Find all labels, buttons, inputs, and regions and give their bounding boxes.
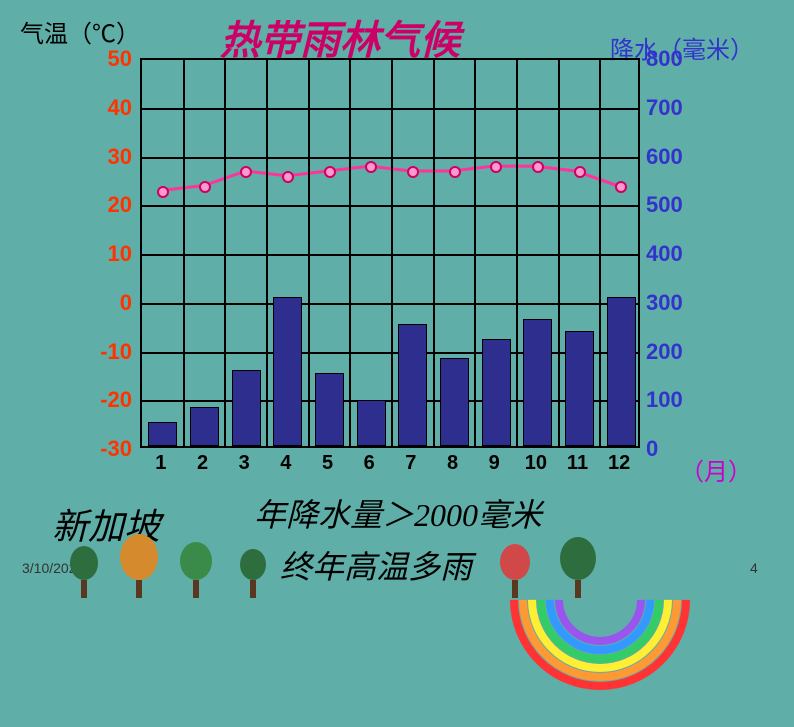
right-y-tick: 600 — [646, 144, 696, 170]
bar — [565, 331, 594, 446]
grid-line-v — [433, 60, 435, 446]
right-y-tick: 700 — [646, 95, 696, 121]
right-y-tick: 100 — [646, 387, 696, 413]
temperature-marker — [199, 181, 211, 193]
bar — [232, 370, 261, 446]
tree-icon — [500, 544, 530, 598]
tree-icon — [560, 537, 596, 598]
x-tick: 2 — [188, 452, 218, 475]
right-y-tick: 0 — [646, 436, 696, 462]
x-tick: 11 — [563, 452, 593, 475]
grid-line-h — [142, 108, 638, 110]
temperature-marker — [532, 161, 544, 173]
left-y-tick: -30 — [92, 436, 132, 462]
bar — [482, 339, 511, 446]
grid-line-h — [142, 157, 638, 159]
line-layer — [142, 60, 638, 446]
x-tick: 1 — [146, 452, 176, 475]
temperature-marker — [449, 166, 461, 178]
grid-line-v — [224, 60, 226, 446]
tree-icon — [240, 549, 266, 598]
bar — [607, 297, 636, 446]
left-axis-label: 气温（℃） — [20, 14, 140, 49]
chart-area — [140, 58, 640, 448]
grid-line-v — [474, 60, 476, 446]
bar — [190, 407, 219, 446]
left-y-tick: 0 — [92, 290, 132, 316]
grid-line-v — [391, 60, 393, 446]
right-y-tick: 400 — [646, 241, 696, 267]
bar — [398, 324, 427, 446]
left-y-tick: 20 — [92, 192, 132, 218]
grid-line-v — [516, 60, 518, 446]
left-y-tick: 10 — [92, 241, 132, 267]
temperature-marker — [324, 166, 336, 178]
left-y-tick: 30 — [92, 144, 132, 170]
temperature-marker — [365, 161, 377, 173]
grid-line-v — [308, 60, 310, 446]
right-y-tick: 500 — [646, 192, 696, 218]
left-y-tick: -10 — [92, 339, 132, 365]
temperature-marker — [157, 186, 169, 198]
left-y-tick: -20 — [92, 387, 132, 413]
tree-icon — [120, 534, 158, 598]
temperature-marker — [615, 181, 627, 193]
x-tick: 8 — [438, 452, 468, 475]
temperature-marker — [282, 171, 294, 183]
grid-line-h — [142, 303, 638, 305]
page-number: 4 — [750, 560, 758, 576]
grid-line-h — [142, 400, 638, 402]
temperature-marker — [407, 166, 419, 178]
x-tick: 10 — [521, 452, 551, 475]
x-tick: 4 — [271, 452, 301, 475]
right-y-tick: 300 — [646, 290, 696, 316]
bar — [357, 400, 386, 446]
grid-line-h — [142, 205, 638, 207]
left-y-tick: 50 — [92, 46, 132, 72]
x-tick: 12 — [604, 452, 634, 475]
x-tick: 5 — [313, 452, 343, 475]
left-y-tick: 40 — [92, 95, 132, 121]
summary-label: 终年高温多雨 — [280, 542, 472, 588]
grid-line-v — [266, 60, 268, 446]
temperature-marker — [490, 161, 502, 173]
temperature-marker — [240, 166, 252, 178]
bar — [273, 297, 302, 446]
tree-icon — [70, 546, 98, 598]
grid-line-v — [558, 60, 560, 446]
tree-icon — [180, 542, 212, 598]
grid-line-v — [599, 60, 601, 446]
annual-precipitation-label: 年降水量＞2000毫米 — [254, 490, 542, 536]
x-tick: 7 — [396, 452, 426, 475]
x-tick: 6 — [354, 452, 384, 475]
right-y-tick: 800 — [646, 46, 696, 72]
grid-line-v — [183, 60, 185, 446]
grid-line-v — [349, 60, 351, 446]
x-tick: 3 — [229, 452, 259, 475]
bar — [315, 373, 344, 446]
bar — [523, 319, 552, 446]
right-y-tick: 200 — [646, 339, 696, 365]
temperature-marker — [574, 166, 586, 178]
bar — [148, 422, 177, 446]
grid-line-h — [142, 352, 638, 354]
grid-line-h — [142, 254, 638, 256]
bar — [440, 358, 469, 446]
x-tick: 9 — [479, 452, 509, 475]
